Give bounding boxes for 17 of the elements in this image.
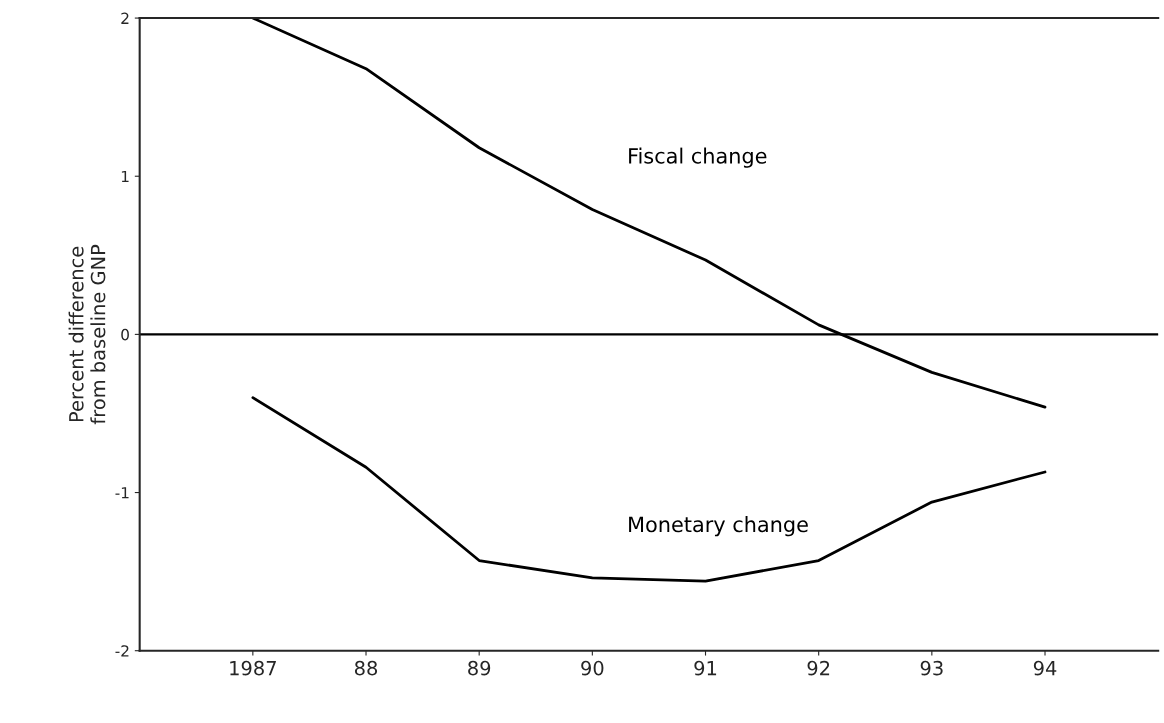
x-tick-label: 93 (920, 660, 943, 676)
y-tick-label: 2 (121, 12, 129, 24)
y-axis-title: Percent difference from baseline GNP (68, 244, 106, 425)
text: Fiscal change (629, 147, 767, 168)
y-tick-label: 1 (121, 170, 129, 183)
x-tick-label: 91 (694, 660, 717, 676)
y-tick-label: -2 (115, 645, 129, 657)
y-tick-label: 0 (121, 328, 129, 341)
series-label: Monetary change (629, 516, 808, 537)
line-series (251, 396, 1047, 583)
x-tick-label: 88 (354, 660, 378, 676)
x-tick-label: 90 (581, 660, 604, 676)
y-tick-label: -1 (115, 487, 129, 499)
x-tick-label: 94 (1033, 660, 1057, 676)
x-tick-label: 1987 (230, 660, 276, 676)
x-tick-label: 92 (807, 660, 830, 676)
x-tick-label: 89 (468, 660, 491, 676)
